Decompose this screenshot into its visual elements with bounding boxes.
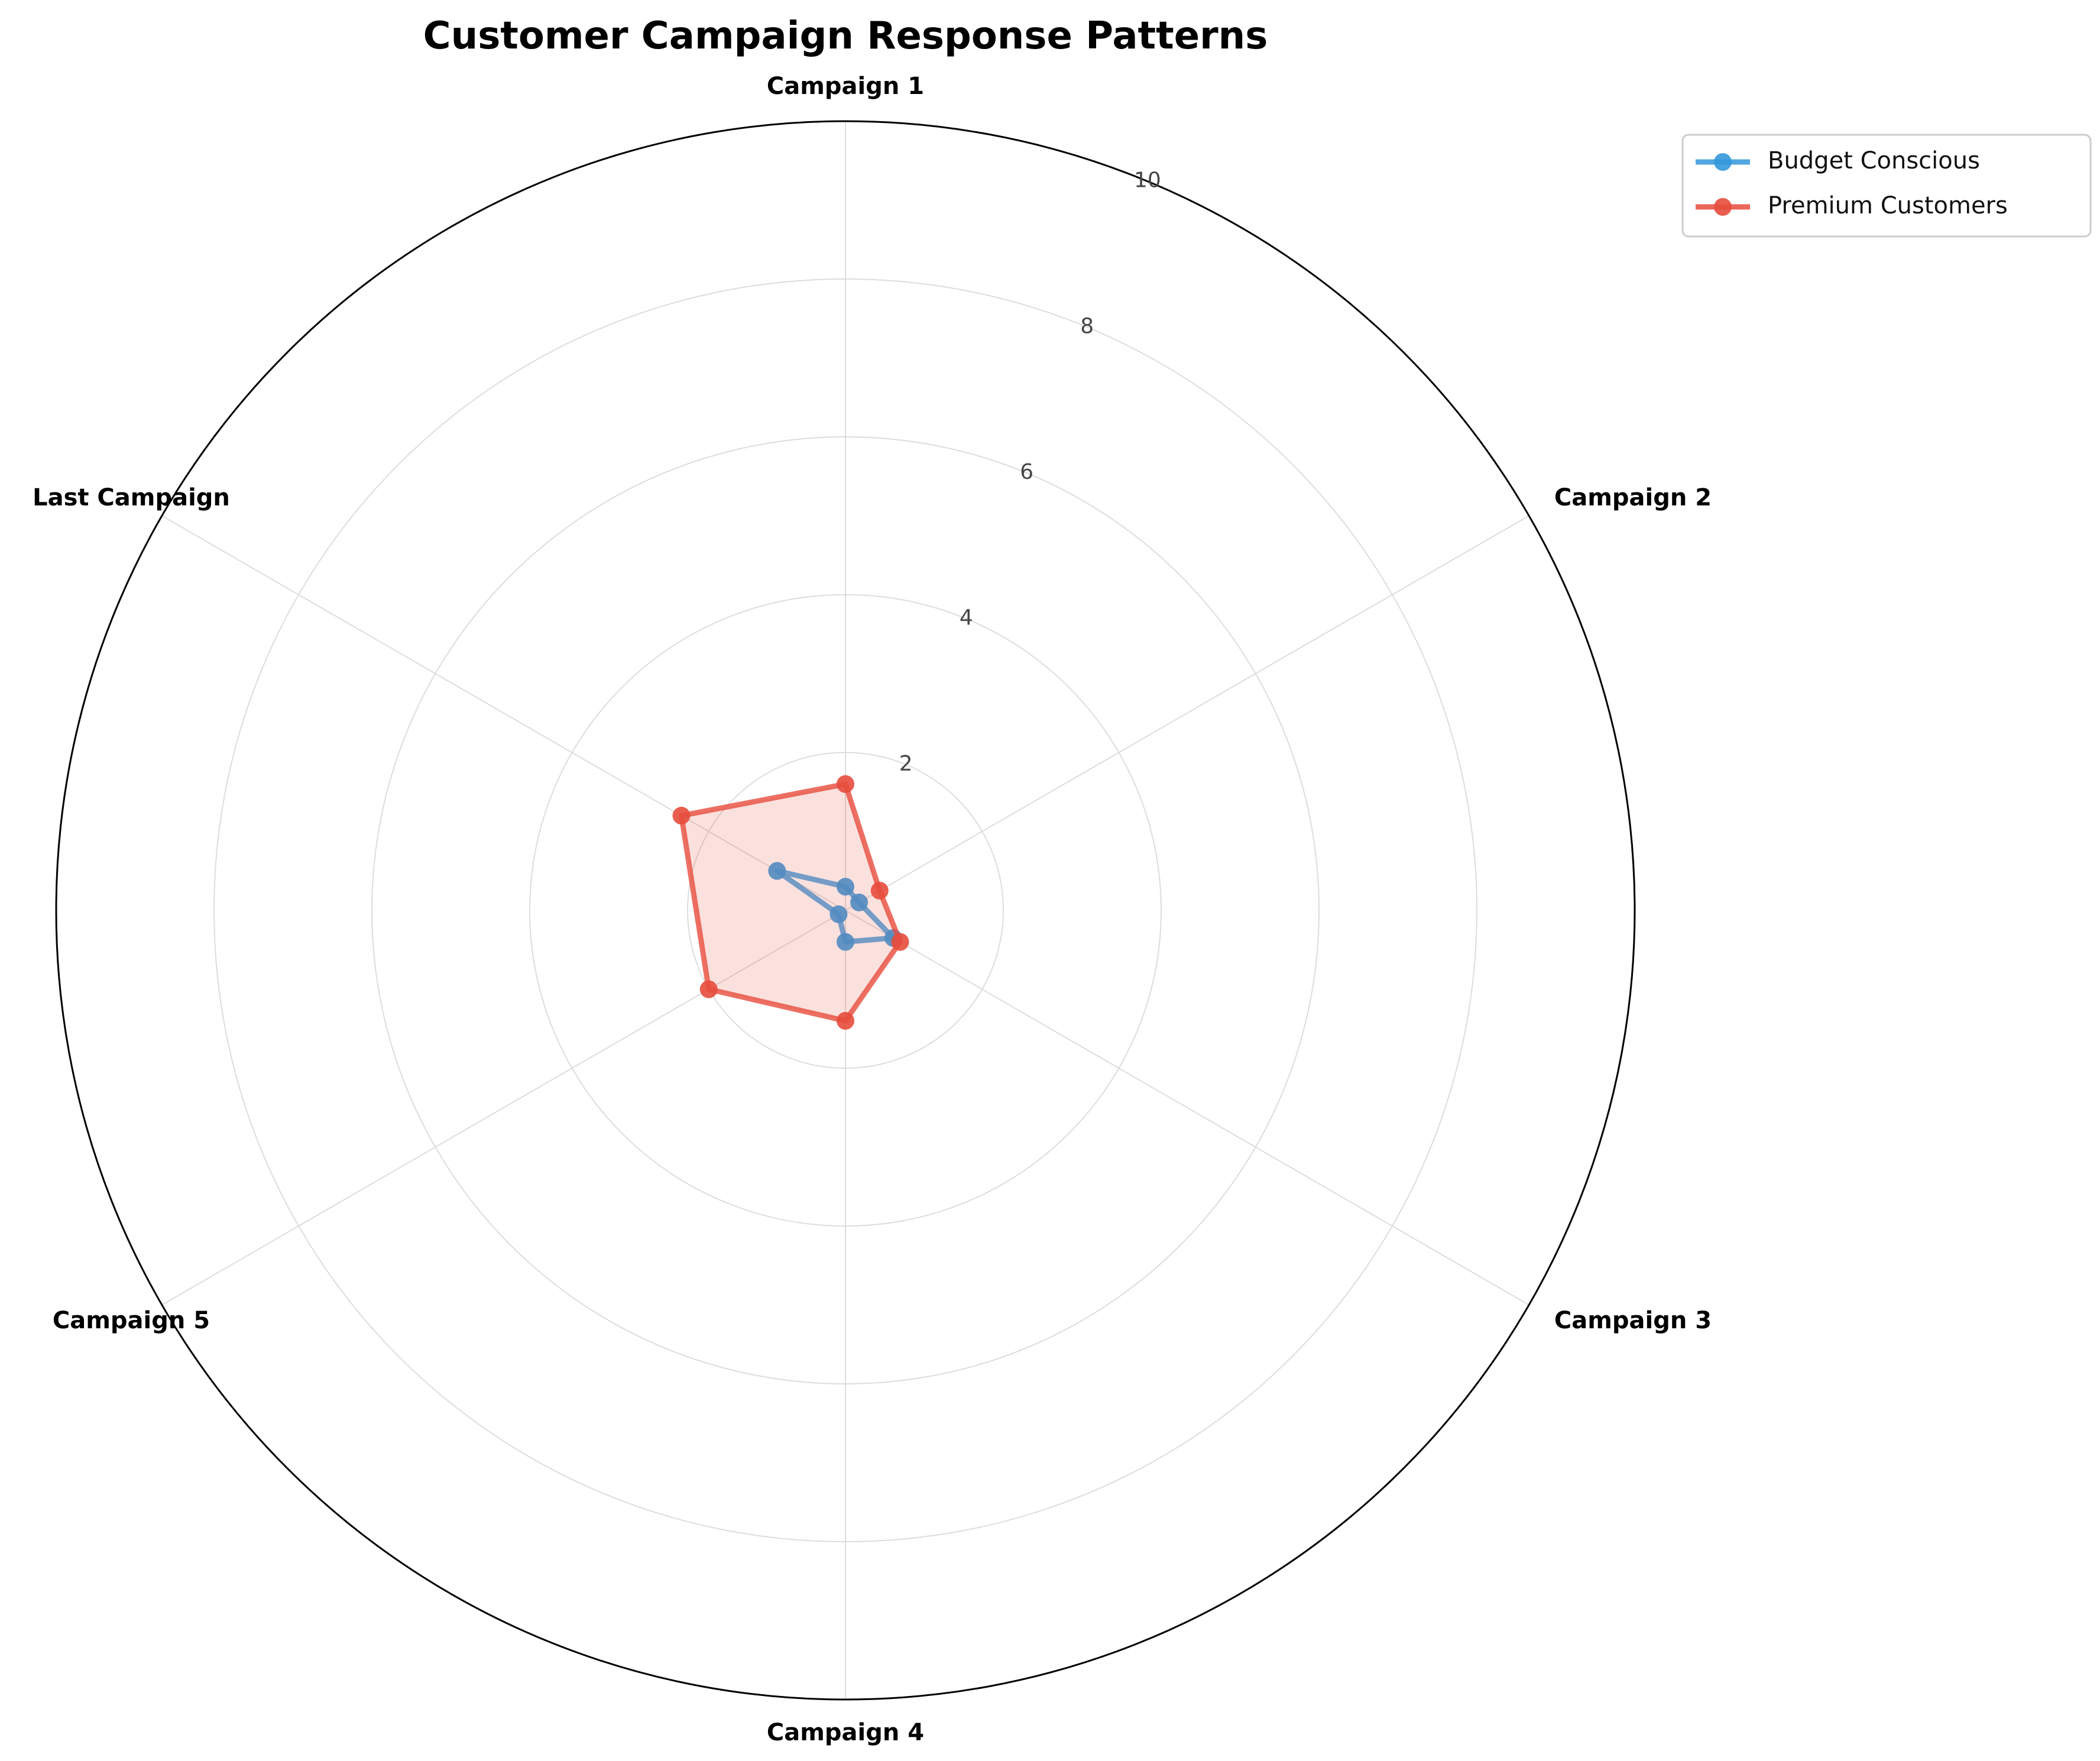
grid-spoke: [845, 910, 1529, 1306]
data-point: [672, 806, 691, 825]
r-tick-label: 10: [1134, 168, 1161, 193]
data-point: [837, 933, 854, 951]
grid-spoke: [161, 515, 846, 911]
data-point: [837, 1011, 854, 1030]
r-tick-label: 4: [960, 606, 973, 630]
legend-label: Premium Customers: [1768, 192, 2008, 219]
legend-label: Budget Conscious: [1768, 147, 1980, 174]
category-label: Campaign 2: [1554, 484, 1712, 511]
legend: Budget Conscious Premium Customers: [1681, 134, 2092, 238]
data-point: [837, 877, 854, 896]
chart-title: Customer Campaign Response Patterns: [423, 14, 1268, 58]
category-label: Last Campaign: [33, 484, 230, 511]
data-point: [768, 862, 786, 880]
data-point: [870, 881, 889, 900]
r-tick-label: 2: [899, 751, 913, 776]
legend-swatch-marker: [1714, 153, 1732, 171]
data-point: [891, 933, 909, 951]
category-label: Campaign 4: [767, 1719, 924, 1746]
series-layer: [672, 775, 909, 1030]
data-point: [850, 893, 868, 912]
category-label: Campaign 5: [53, 1307, 210, 1334]
series-1: [672, 775, 909, 1030]
r-tick-label: 6: [1020, 460, 1033, 484]
grid-spoke: [845, 515, 1529, 911]
category-label: Campaign 3: [1554, 1307, 1712, 1334]
legend-box: [1681, 134, 2092, 238]
data-point: [829, 905, 848, 923]
outer-frame: [55, 120, 1636, 1701]
grid-spoke: [161, 910, 846, 1306]
legend-swatch-marker: [1714, 198, 1732, 216]
data-point: [837, 775, 854, 793]
category-label: Campaign 1: [767, 73, 924, 100]
data-point: [699, 980, 718, 998]
category-labels: Campaign 1 Campaign 2 Campaign 3 Campaign 4…: [33, 73, 1712, 1746]
r-tick-label: 8: [1080, 314, 1094, 338]
series-fill: [681, 784, 900, 1021]
series-0: [768, 862, 902, 951]
